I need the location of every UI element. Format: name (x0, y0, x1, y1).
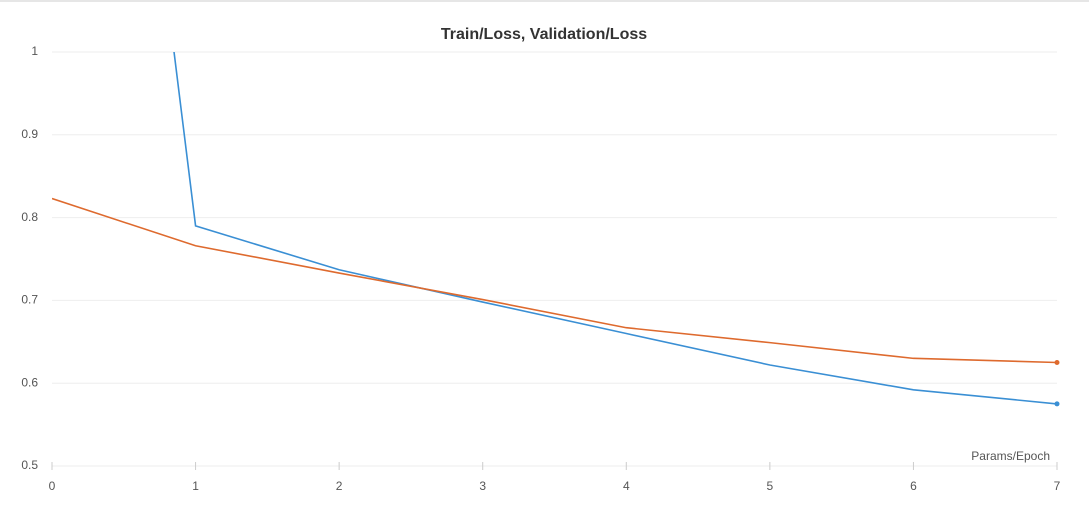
series-line (173, 52, 1058, 405)
y-tick-label: 0.5 (21, 458, 38, 472)
y-tick-label: 0.8 (21, 210, 38, 224)
y-tick-label: 1 (31, 44, 38, 58)
y-tick-label: 0.9 (21, 127, 38, 141)
series-line (52, 197, 1058, 364)
chart-title: Train/Loss, Validation/Loss (441, 26, 647, 43)
x-axis-label: Params/Epoch (971, 449, 1050, 463)
x-tick-label: 2 (336, 479, 343, 493)
x-tick-label: 6 (910, 479, 917, 493)
x-tick-label: 5 (767, 479, 774, 493)
plot-area (52, 52, 1060, 407)
x-tick-label: 3 (479, 479, 486, 493)
end-point (1054, 401, 1060, 407)
x-tick-label: 4 (623, 479, 630, 493)
x-tick-label: 7 (1054, 479, 1061, 493)
end-point (1054, 360, 1060, 365)
x-tick-label: 1 (192, 479, 199, 493)
y-tick-label: 0.6 (21, 375, 38, 389)
y-tick-label: 0.7 (21, 293, 38, 307)
x-tick-label: 0 (49, 479, 56, 493)
